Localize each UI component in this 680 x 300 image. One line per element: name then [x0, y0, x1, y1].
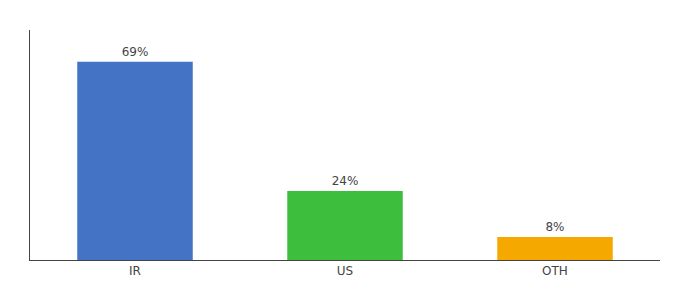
svg-text:8%: 8% [545, 220, 564, 234]
svg-text:OTH: OTH [542, 264, 568, 278]
svg-text:IR: IR [129, 264, 141, 278]
svg-text:US: US [337, 264, 353, 278]
svg-text:24%: 24% [332, 174, 359, 188]
svg-text:69%: 69% [122, 45, 149, 59]
